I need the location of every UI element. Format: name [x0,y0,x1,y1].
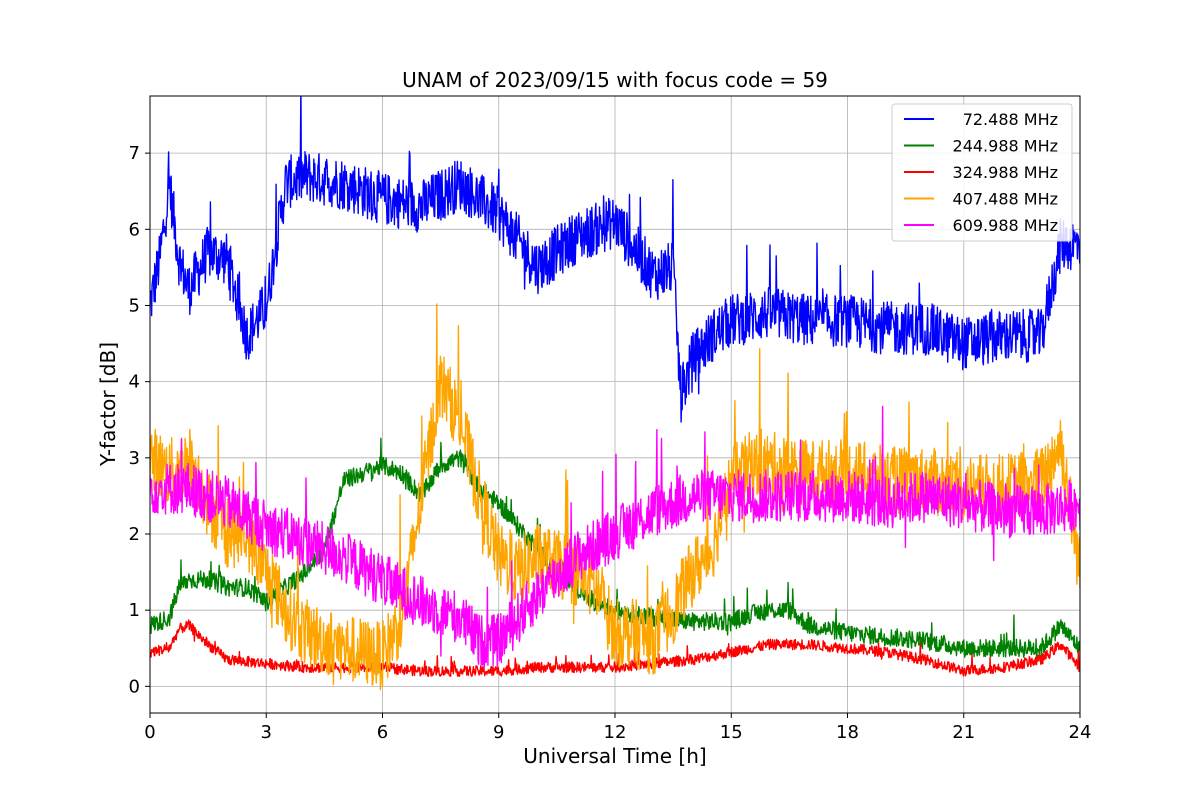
y-tick-label: 1 [129,600,140,621]
chart-title: UNAM of 2023/09/15 with focus code = 59 [402,68,828,92]
x-tick-label: 0 [144,722,155,743]
legend-label: 72.488 MHz [963,110,1058,129]
series-line [150,303,1080,691]
legend-label: 244.988 MHz [953,137,1058,156]
x-tick-label: 18 [836,722,859,743]
x-tick-label: 9 [493,722,504,743]
x-tick-label: 3 [261,722,272,743]
series-layer [150,96,1080,691]
legend: 72.488 MHz 244.988 MHz 324.988 MHz 407.488 … [891,103,1073,242]
x-tick-label: 6 [377,722,388,743]
plot-area [150,96,1080,691]
x-tick-label: 15 [720,722,743,743]
y-tick-label: 7 [129,143,140,164]
legend-label: 609.988 MHz [953,216,1058,235]
x-axis-label: Universal Time [h] [523,744,706,768]
y-tick-label: 4 [129,372,140,393]
legend-box [891,103,1073,242]
y-tick-label: 5 [129,295,140,316]
y-axis-label: Y-factor [dB] [96,342,120,467]
x-tick-label: 21 [952,722,975,743]
legend-label: 407.488 MHz [953,190,1058,209]
series-line [150,405,1080,668]
x-tick-label: 24 [1069,722,1092,743]
y-tick-label: 2 [129,524,140,545]
y-tick-label: 0 [129,676,140,697]
series-line [150,96,1080,423]
y-tick-label: 6 [129,219,140,240]
series-line [150,619,1080,677]
y-tick-label: 3 [129,448,140,469]
x-tick-label: 12 [604,722,627,743]
legend-label: 324.988 MHz [953,163,1058,182]
